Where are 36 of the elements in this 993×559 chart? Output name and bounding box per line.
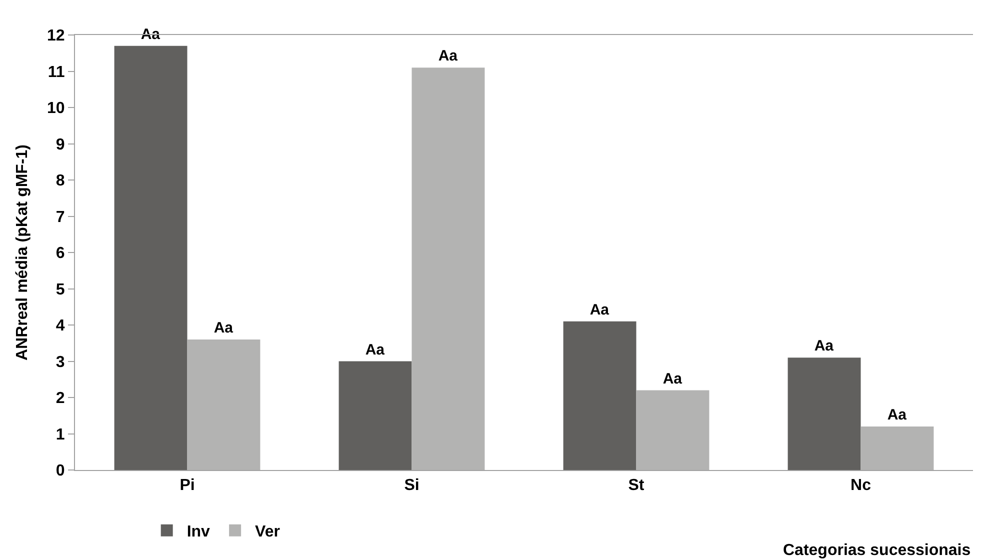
data-label: Aa [590, 301, 610, 318]
y-tick-label: 8 [56, 172, 65, 190]
y-tick-label: 6 [56, 245, 65, 262]
bar [187, 340, 260, 470]
y-tick-label: 12 [47, 28, 65, 45]
y-tick-label: 11 [48, 64, 65, 81]
bar [636, 390, 710, 470]
bar [860, 426, 934, 470]
legend-label: Inv [186, 524, 210, 541]
data-label: Aa [214, 320, 234, 336]
x-tick-label: St [628, 477, 645, 494]
bar [412, 68, 485, 470]
x-axis-title: Categorias sucessionais [783, 542, 971, 559]
y-tick-label: 5 [56, 281, 65, 298]
y-tick-label: 7 [56, 208, 65, 226]
bar [338, 361, 412, 470]
y-tick-label: 1 [56, 426, 65, 444]
x-tick-label: Si [404, 477, 420, 494]
bar [114, 46, 188, 470]
y-tick-label: 9 [56, 136, 65, 154]
y-axis-title: ANRreal média (pKat gMF-1) [14, 144, 31, 361]
data-label: Aa [814, 338, 834, 355]
y-tick-label: 3 [56, 354, 65, 371]
y-tick-label: 0 [56, 462, 65, 480]
data-label: Aa [887, 406, 908, 424]
data-label: Aa [438, 48, 458, 65]
bar [788, 358, 861, 470]
y-tick-label: 10 [47, 100, 65, 118]
x-tick-label: Pi [180, 477, 195, 494]
y-tick-label: 4 [56, 318, 65, 335]
data-label: Aa [365, 341, 386, 358]
legend-label: Ver [255, 524, 280, 541]
x-tick-label: Nc [850, 477, 872, 494]
bar [563, 321, 636, 470]
data-label: Aa [662, 370, 683, 388]
y-tick-label: 2 [56, 390, 65, 408]
